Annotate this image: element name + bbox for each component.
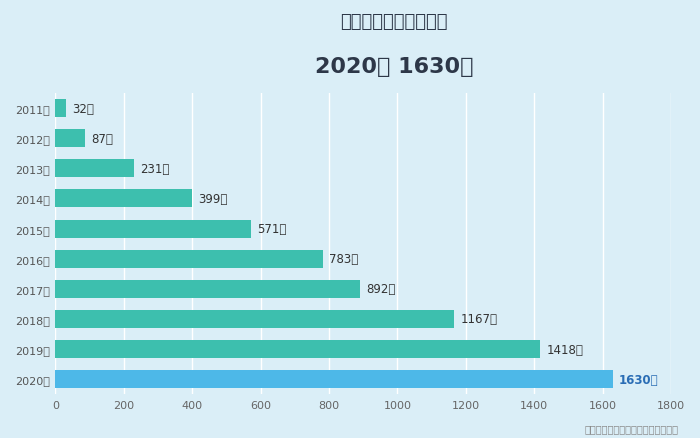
Text: 87人: 87人 bbox=[91, 132, 113, 145]
Bar bbox=[55, 100, 66, 118]
Text: 2020年 1630人: 2020年 1630人 bbox=[315, 57, 473, 77]
Text: 1167人: 1167人 bbox=[461, 313, 498, 326]
Bar bbox=[55, 220, 251, 238]
Bar bbox=[55, 130, 85, 148]
Bar bbox=[55, 250, 323, 268]
Text: 1418人: 1418人 bbox=[547, 343, 583, 356]
Text: 231人: 231人 bbox=[141, 162, 170, 176]
Text: 32人: 32人 bbox=[73, 102, 94, 115]
Text: 783人: 783人 bbox=[329, 253, 358, 265]
Bar bbox=[55, 340, 540, 358]
Text: 892人: 892人 bbox=[367, 283, 396, 296]
Text: のべ入学者数（累計）: のべ入学者数（累計） bbox=[340, 13, 448, 31]
Text: 399人: 399人 bbox=[198, 193, 228, 205]
Text: 571人: 571人 bbox=[257, 223, 286, 236]
Text: （株式会社マイファーム自社調べ）: （株式会社マイファーム自社調べ） bbox=[585, 424, 679, 434]
Bar bbox=[55, 310, 454, 328]
Bar bbox=[55, 280, 360, 298]
Bar bbox=[55, 370, 612, 389]
Bar bbox=[55, 160, 134, 178]
Text: 1630人: 1630人 bbox=[619, 373, 659, 386]
Bar bbox=[55, 190, 192, 208]
